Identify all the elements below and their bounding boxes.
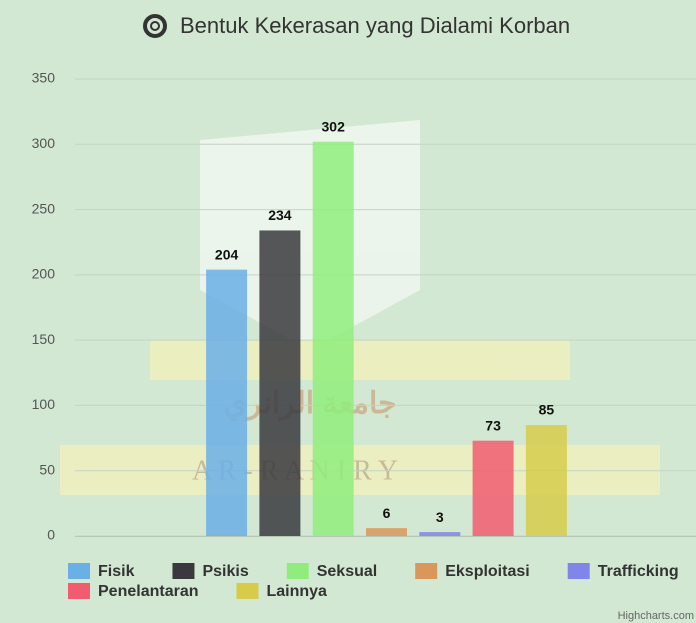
bar [366, 528, 407, 536]
y-tick-label: 250 [32, 200, 56, 216]
data-label: 85 [539, 402, 555, 418]
legend-label: Eksploitasi [445, 563, 529, 580]
bar [526, 425, 567, 536]
bar [473, 441, 514, 536]
y-tick-label: 300 [32, 135, 56, 151]
legend-swatch [68, 583, 90, 599]
legend-label: Penelantaran [98, 583, 198, 600]
legend-swatch [415, 563, 437, 579]
legend-label: Trafficking [598, 563, 679, 580]
legend-label: Psikis [202, 563, 248, 580]
bar [259, 230, 300, 536]
legend-swatch [68, 563, 90, 579]
credits: Highcharts.com [618, 610, 694, 622]
data-label: 73 [485, 417, 501, 433]
data-label: 234 [268, 207, 292, 223]
data-label: 302 [322, 118, 346, 134]
y-tick-label: 200 [32, 266, 56, 282]
bar [206, 270, 247, 536]
bar [419, 532, 460, 536]
legend-swatch [236, 583, 258, 599]
y-tick-label: 350 [32, 70, 56, 86]
bar [313, 142, 354, 536]
page: جامعة الرانري A R - R A N I R Y Bentuk K… [0, 0, 696, 623]
data-label: 204 [215, 246, 239, 262]
chart: جامعة الرانري A R - R A N I R Y Bentuk K… [0, 0, 696, 623]
y-tick-label: 50 [39, 461, 55, 477]
legend-swatch [172, 563, 194, 579]
legend-label: Lainnya [266, 583, 327, 600]
legend-label: Seksual [317, 563, 377, 580]
data-label: 6 [383, 505, 391, 521]
legend-swatch [287, 563, 309, 579]
y-tick-label: 150 [32, 331, 56, 347]
data-label: 3 [436, 509, 444, 525]
y-tick-label: 100 [32, 396, 56, 412]
chart-title: Bentuk Kekerasan yang Dialami Korban [180, 13, 570, 38]
legend-label: Fisik [98, 563, 135, 580]
y-tick-label: 0 [47, 527, 55, 543]
watermark-arabic: جامعة الرانري [223, 387, 396, 421]
legend-swatch [568, 563, 590, 579]
